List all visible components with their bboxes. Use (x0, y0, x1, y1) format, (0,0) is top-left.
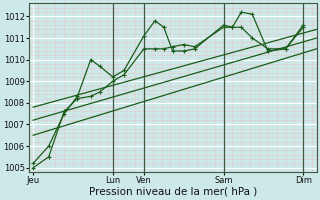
X-axis label: Pression niveau de la mer( hPa ): Pression niveau de la mer( hPa ) (89, 187, 257, 197)
